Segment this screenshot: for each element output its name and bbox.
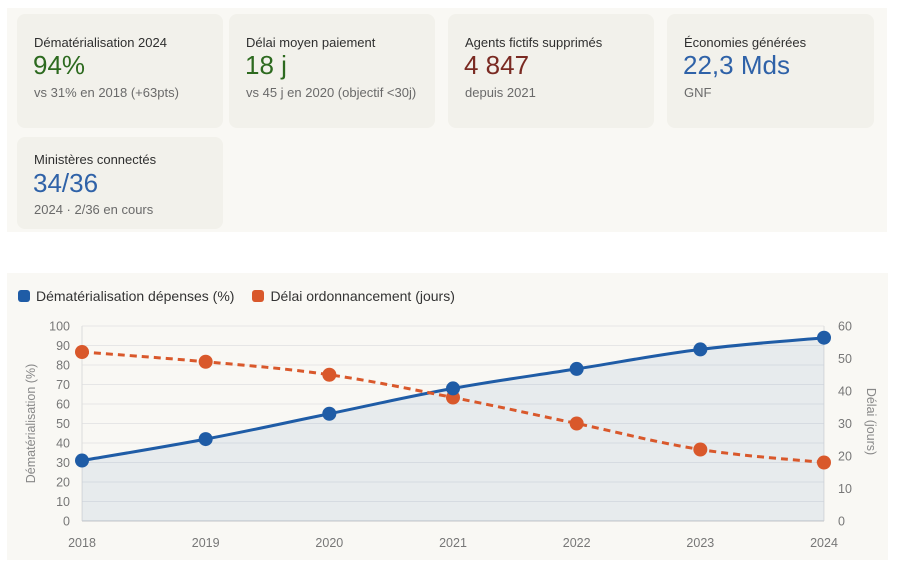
y-tick-label: 10 bbox=[56, 495, 70, 509]
y-tick-label: 80 bbox=[56, 359, 70, 373]
y-axis-title: Dématérialisation (%) bbox=[24, 364, 38, 483]
kpi-label: Économies générées bbox=[684, 35, 807, 50]
y2-tick-label: 40 bbox=[838, 385, 852, 399]
y-tick-label: 40 bbox=[56, 437, 70, 451]
data-point-delai[interactable] bbox=[693, 442, 708, 457]
kpi-panel: Dématérialisation 2024 94% vs 31% en 201… bbox=[7, 8, 887, 232]
kpi-value: 4 847 bbox=[464, 50, 530, 80]
data-point-delai[interactable] bbox=[75, 345, 89, 359]
legend-swatch-orange bbox=[252, 290, 265, 302]
kpi-card-ministeres: Ministères connectés 34/36 2024 · 2/36 e… bbox=[17, 137, 223, 229]
data-point-dematerialisation[interactable] bbox=[569, 361, 584, 376]
data-point-dematerialisation[interactable] bbox=[446, 381, 460, 396]
kpi-sub: vs 45 j en 2020 (objectif <30j) bbox=[246, 85, 417, 100]
legend-item-dematerialisation[interactable]: Dématérialisation dépenses (%) bbox=[18, 288, 234, 304]
legend-swatch-blue bbox=[18, 290, 30, 302]
kpi-label: Agents fictifs supprimés bbox=[465, 35, 603, 50]
line-chart: 0 10 20 30 40 50 60 70 80 90 100 0 10 20 30 40 50 60 2018 2… bbox=[24, 320, 878, 551]
data-point-dematerialisation[interactable] bbox=[817, 330, 831, 345]
kpi-card-dematerialisation: Dématérialisation 2024 94% vs 31% en 201… bbox=[17, 14, 223, 128]
y-tick-label: 0 bbox=[63, 515, 70, 529]
chart-panel: Dématérialisation dépenses (%) Délai ord… bbox=[7, 273, 888, 560]
kpi-value: 94% bbox=[33, 50, 86, 80]
kpi-sub: depuis 2021 bbox=[465, 85, 536, 100]
y2-tick-label: 60 bbox=[838, 320, 852, 334]
kpi-card-delai-paiement: Délai moyen paiement 18 j vs 45 j en 202… bbox=[229, 14, 435, 128]
x-tick-label: 2018 bbox=[68, 536, 96, 550]
kpi-label: Ministères connectés bbox=[34, 152, 157, 167]
data-point-dematerialisation[interactable] bbox=[693, 342, 708, 357]
y2-tick-label: 10 bbox=[838, 482, 852, 496]
y-tick-label: 90 bbox=[56, 339, 70, 353]
legend-item-delai[interactable]: Délai ordonnancement (jours) bbox=[252, 288, 455, 304]
y-tick-label: 60 bbox=[56, 398, 70, 412]
y2-axis-title: Délai (jours) bbox=[864, 388, 878, 455]
data-point-dematerialisation[interactable] bbox=[75, 453, 89, 468]
kpi-value: 34/36 bbox=[33, 168, 99, 198]
x-tick-label: 2024 bbox=[810, 536, 838, 550]
data-point-delai[interactable] bbox=[198, 354, 213, 369]
x-tick-label: 2020 bbox=[315, 536, 343, 550]
chart-legend: Dématérialisation dépenses (%) Délai ord… bbox=[18, 288, 473, 304]
kpi-sub: vs 31% en 2018 (+63pts) bbox=[34, 85, 179, 100]
data-point-delai[interactable] bbox=[569, 416, 584, 431]
y-tick-label: 100 bbox=[49, 320, 70, 334]
data-point-delai[interactable] bbox=[817, 455, 831, 470]
kpi-sub: 2024 · 2/36 en cours bbox=[34, 202, 154, 217]
y-tick-label: 70 bbox=[56, 378, 70, 392]
x-tick-label: 2019 bbox=[192, 536, 220, 550]
data-point-dematerialisation[interactable] bbox=[322, 406, 337, 421]
x-tick-label: 2023 bbox=[686, 536, 714, 550]
y2-tick-label: 50 bbox=[838, 352, 852, 366]
x-tick-label: 2021 bbox=[439, 536, 467, 550]
legend-label: Délai ordonnancement (jours) bbox=[270, 288, 455, 304]
series-area-dematerialisation bbox=[82, 337, 824, 521]
y-tick-label: 50 bbox=[56, 417, 70, 431]
y2-tick-label: 0 bbox=[838, 515, 845, 529]
data-point-dematerialisation[interactable] bbox=[198, 432, 213, 447]
y-tick-label: 30 bbox=[56, 456, 70, 470]
x-tick-label: 2022 bbox=[563, 536, 591, 550]
y2-tick-label: 20 bbox=[838, 450, 852, 464]
kpi-card-economies: Économies générées 22,3 Mds GNF bbox=[667, 14, 874, 128]
legend-label: Dématérialisation dépenses (%) bbox=[36, 288, 235, 304]
data-point-delai[interactable] bbox=[322, 367, 337, 382]
kpi-card-agents-fictifs: Agents fictifs supprimés 4 847 depuis 20… bbox=[448, 14, 654, 128]
kpi-value: 18 j bbox=[245, 50, 287, 80]
kpi-value: 22,3 Mds bbox=[683, 50, 790, 80]
y-tick-label: 20 bbox=[56, 476, 70, 490]
kpi-label: Dématérialisation 2024 bbox=[34, 35, 167, 50]
kpi-sub: GNF bbox=[684, 85, 712, 100]
kpi-label: Délai moyen paiement bbox=[246, 35, 376, 50]
y2-tick-label: 30 bbox=[838, 417, 852, 431]
